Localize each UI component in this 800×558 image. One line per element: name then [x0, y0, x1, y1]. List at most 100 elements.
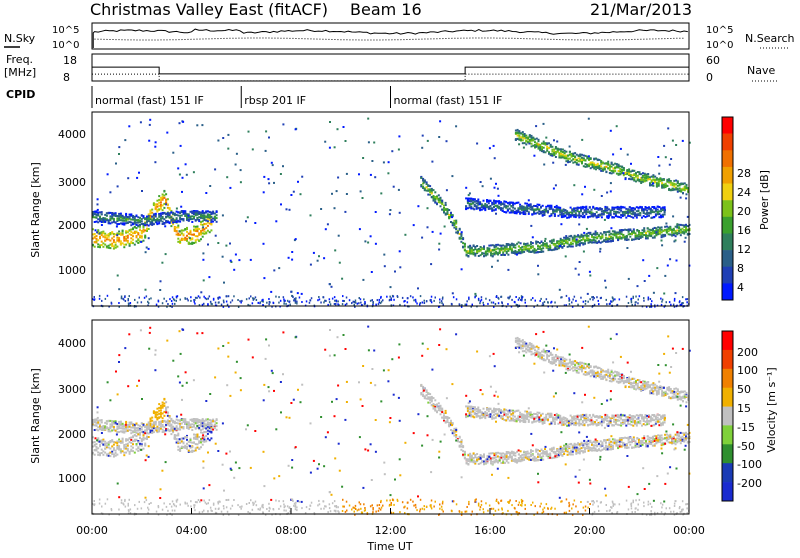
- power-cell: [578, 164, 580, 166]
- power-cell: [99, 298, 101, 300]
- power-cell: [677, 182, 679, 184]
- power-cell: [102, 246, 104, 248]
- power-cell: [467, 256, 469, 258]
- velocity-cell: [183, 441, 185, 443]
- power-cell: [260, 301, 262, 303]
- power-cell: [203, 219, 205, 221]
- power-cell: [427, 185, 429, 187]
- power-cell: [383, 254, 385, 256]
- power-cell: [577, 304, 579, 306]
- power-cell: [123, 246, 125, 248]
- power-cell: [111, 212, 113, 214]
- velocity-cell: [210, 428, 212, 430]
- velocity-cell: [109, 420, 111, 422]
- velocity-cell: [99, 454, 101, 456]
- power-cell: [203, 212, 205, 214]
- power-cell: [522, 136, 524, 138]
- power-cell: [160, 208, 162, 210]
- velocity-cell: [139, 437, 141, 439]
- power-cell: [622, 215, 624, 217]
- power-cell: [148, 237, 150, 239]
- power-cell: [190, 296, 192, 298]
- power-cell: [685, 237, 687, 239]
- power-cell: [604, 219, 606, 221]
- velocity-cell: [167, 412, 169, 414]
- power-cell: [290, 291, 292, 293]
- velocity-cell: [118, 445, 120, 447]
- velocity-cell: [450, 420, 452, 422]
- power-cell: [632, 178, 634, 180]
- power-cell: [513, 246, 515, 248]
- power-cell: [273, 269, 275, 271]
- power-cell: [207, 244, 209, 246]
- power-cell: [483, 206, 485, 208]
- power-cell: [574, 296, 576, 298]
- velocity-cell: [136, 435, 138, 437]
- velocity-cell: [170, 420, 172, 422]
- power-cell: [272, 164, 274, 166]
- power-cell: [450, 212, 452, 214]
- power-cell: [186, 238, 188, 240]
- power-cell: [441, 300, 443, 302]
- power-cell: [579, 261, 581, 263]
- power-cell: [583, 251, 585, 253]
- power-cell: [183, 211, 185, 213]
- power-cell: [631, 209, 633, 211]
- power-cell: [666, 185, 668, 187]
- power-cell: [455, 228, 457, 230]
- power-cell: [325, 300, 327, 302]
- power-cell: [576, 154, 578, 156]
- power-cell: [617, 211, 619, 213]
- power-cell: [635, 172, 637, 174]
- power-cell: [301, 293, 303, 295]
- velocity-cell: [156, 408, 158, 410]
- velocity-cell: [127, 430, 129, 432]
- colorbar-swatch: [722, 134, 733, 151]
- velocity-cell: [212, 429, 214, 431]
- velocity-cell: [158, 403, 160, 405]
- power-cell: [600, 165, 602, 167]
- velocity-cell: [190, 424, 192, 426]
- power-cell: [593, 158, 595, 160]
- power-cell: [652, 228, 654, 230]
- power-cell: [509, 246, 511, 248]
- power-cell: [413, 224, 415, 226]
- power-cell: [94, 237, 96, 239]
- power-cell: [323, 296, 325, 298]
- velocity-cell: [165, 429, 167, 431]
- power-cell: [607, 161, 609, 163]
- power-cell: [105, 298, 107, 300]
- power-cell: [198, 295, 200, 297]
- power-cell: [591, 209, 593, 211]
- power-cell: [496, 296, 498, 298]
- power-cell: [585, 163, 587, 165]
- power-cell: [587, 216, 589, 218]
- power-cell: [291, 251, 293, 253]
- velocity-cell: [148, 433, 150, 435]
- power-cell: [542, 247, 544, 249]
- power-cell: [639, 214, 641, 216]
- power-cell: [216, 211, 218, 213]
- power-cell: [118, 219, 120, 221]
- power-cell: [530, 299, 532, 301]
- velocity-cell: [123, 454, 125, 456]
- power-cell: [537, 273, 539, 275]
- power-cell: [613, 208, 615, 210]
- power-cell: [530, 246, 532, 248]
- power-cell: [132, 242, 134, 244]
- power-cell: [461, 231, 463, 233]
- velocity-cell: [160, 426, 162, 428]
- power-cell: [360, 190, 362, 192]
- power-cell: [666, 301, 668, 303]
- velocity-cell: [162, 404, 164, 406]
- power-cell: [631, 216, 633, 218]
- power-cell: [99, 246, 101, 248]
- power-cell: [639, 212, 641, 214]
- power-cell: [455, 221, 457, 223]
- power-cell: [555, 156, 557, 158]
- power-cell: [127, 222, 129, 224]
- power-cell: [226, 295, 228, 297]
- velocity-cell: [111, 423, 113, 425]
- power-cell: [673, 234, 675, 236]
- power-cell: [525, 143, 527, 145]
